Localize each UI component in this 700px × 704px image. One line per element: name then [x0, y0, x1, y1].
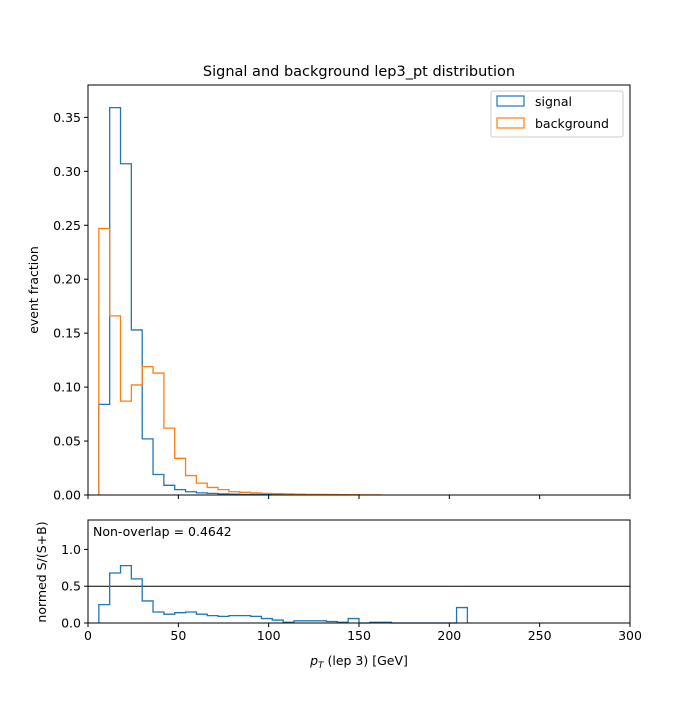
ratio-y-tick-label: 0.0	[61, 616, 81, 631]
histogram-background	[98, 227, 382, 496]
main-chart: Signal and background lep3_pt distributi…	[26, 64, 631, 503]
ratio-y-tick-label: 0.5	[61, 579, 81, 594]
legend: signal background	[490, 90, 624, 138]
main-chart-title: Signal and background lep3_pt distributi…	[203, 64, 515, 80]
main-y-tick-label: 0.35	[53, 110, 81, 125]
main-y-tick-label: 0.15	[53, 326, 81, 341]
legend-swatch-signal	[496, 95, 525, 107]
main-y-tick-label: 0.00	[53, 488, 81, 503]
ratio-x-tick-label: 250	[528, 628, 552, 643]
main-y-tick-label: 0.10	[53, 380, 81, 395]
ratio-histogram	[98, 564, 469, 624]
legend-label-background: background	[535, 116, 609, 131]
histogram-signal	[98, 107, 306, 496]
ratio-x-tick-label: 100	[257, 628, 281, 643]
x-axis-label: pT (lep 3) [GeV]	[309, 653, 408, 671]
ratio-y-axis-label: normed S/(S+B)	[34, 521, 49, 622]
ratio-x-tick-label: 0	[84, 628, 92, 643]
main-y-tick-label: 0.05	[53, 434, 81, 449]
ratio-x-tick-label: 50	[170, 628, 186, 643]
ratio-x-tick-label: 200	[437, 628, 461, 643]
main-y-tick-label: 0.25	[53, 218, 81, 233]
main-y-tick-label: 0.30	[53, 164, 81, 179]
main-y-tick-label: 0.20	[53, 272, 81, 287]
x-axis-label-rest: (lep 3) [GeV]	[324, 653, 408, 668]
ratio-annotation: Non-overlap = 0.4642	[93, 524, 232, 539]
main-ticks: 0.00 0.05 0.10 0.15 0.20 0.25 0.30 0.35	[53, 110, 631, 503]
ratio-series	[98, 564, 469, 624]
ratio-y-tick-label: 1.0	[61, 542, 81, 557]
ratio-plot-frame	[87, 519, 631, 624]
ratio-x-tick-label: 150	[347, 628, 371, 643]
ratio-chart: normed S/(S+B) 0.0 0.5 1.0 0 50 100 150 200 250 3…	[34, 519, 642, 671]
legend-label-signal: signal	[535, 94, 572, 109]
legend-swatch-background	[496, 117, 525, 129]
x-axis-label-subscript: T	[318, 661, 325, 671]
main-series	[98, 107, 382, 496]
ratio-x-tick-label: 300	[618, 628, 642, 643]
ratio-ticks: 0.0 0.5 1.0 0 50 100 150 200 250 300	[61, 542, 642, 643]
x-axis-label-p: p	[309, 653, 318, 668]
main-plot-frame	[87, 84, 631, 496]
main-y-axis-label: event fraction	[26, 246, 41, 334]
